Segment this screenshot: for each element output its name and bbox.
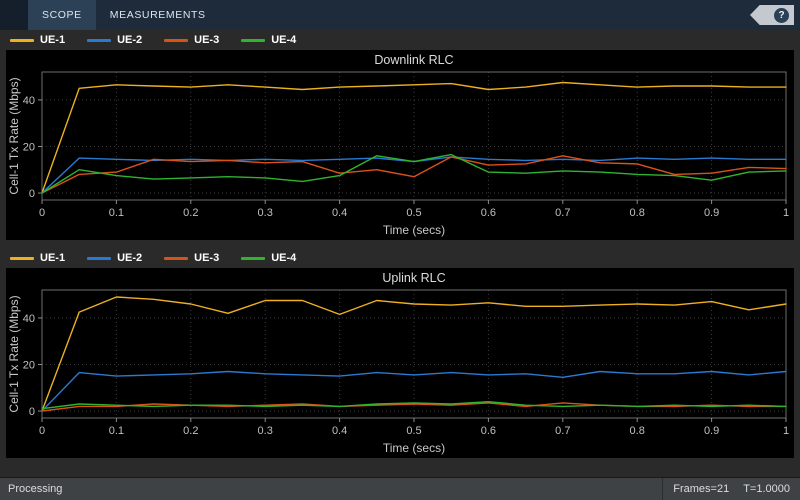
legend-item-ue3[interactable]: UE-3 [164, 252, 219, 264]
y-axis-label: Cell-1 Tx Rate (Mbps) [7, 295, 21, 412]
y-axis-label: Cell-1 Tx Rate (Mbps) [7, 77, 21, 194]
x-tick-label: 0.8 [630, 207, 645, 219]
frames-counter: Frames=21 [673, 483, 730, 495]
legend-item-ue3[interactable]: UE-3 [164, 34, 219, 46]
x-tick-label: 0.4 [332, 425, 347, 437]
series-line-ue-4 [41, 400, 787, 410]
legend-label: UE-3 [194, 34, 220, 46]
x-tick-label: 0.7 [555, 425, 570, 437]
x-tick-label: 1 [783, 425, 789, 437]
x-tick-label: 0.9 [704, 425, 719, 437]
x-tick-label: 0.1 [109, 207, 124, 219]
axis-ticks: 0 0.1 0.2 0.3 0.4 0.5 0.6 0.7 0.8 0.9 1 0 20 40 [23, 313, 789, 437]
grid [41, 290, 787, 418]
legend-swatch-ue3 [164, 38, 189, 42]
x-tick-label: 1 [783, 207, 789, 219]
downlink-chart: 0 0.1 0.2 0.3 0.4 0.5 0.6 0.7 0.8 0.9 1 0 20 40 Downli… [7, 53, 789, 237]
downlink-chart-panel: 0 0.1 0.2 0.3 0.4 0.5 0.6 0.7 0.8 0.9 1 0 20 40 Downli… [6, 50, 794, 240]
legend-item-ue1[interactable]: UE-1 [10, 252, 65, 264]
legend-swatch-ue4 [241, 256, 266, 260]
legend-uplink: UE-1 UE-2 UE-3 UE-4 [10, 250, 296, 266]
legend-label: UE-2 [117, 252, 143, 264]
help-icon: ? [774, 7, 789, 23]
x-tick-label: 0 [39, 207, 45, 219]
x-tick-label: 0.7 [555, 207, 570, 219]
series-line-ue-1 [41, 296, 787, 412]
x-tick-label: 0.5 [406, 207, 421, 219]
legend-label: UE-3 [194, 252, 220, 264]
toolstrip: SCOPE MEASUREMENTS ? [0, 0, 800, 30]
series-line-ue-4 [41, 153, 787, 194]
y-tick-label: 0 [29, 406, 35, 418]
time-counter: T=1.0000 [743, 483, 790, 495]
legend-item-ue2[interactable]: UE-2 [87, 34, 142, 46]
series-line-ue-1 [41, 81, 787, 194]
legend-swatch-ue2 [87, 38, 112, 42]
legend-swatch-ue4 [241, 38, 266, 42]
status-bar: Processing Frames=21 T=1.0000 [0, 477, 800, 500]
x-tick-label: 0.3 [258, 207, 273, 219]
x-tick-label: 0.3 [258, 425, 273, 437]
legend-downlink: UE-1 UE-2 UE-3 UE-4 [10, 32, 296, 48]
x-tick-label: 0.8 [630, 425, 645, 437]
series-line-ue-3 [41, 155, 787, 194]
legend-swatch-ue3 [164, 256, 189, 260]
legend-item-ue4[interactable]: UE-4 [241, 34, 296, 46]
chart-title: Downlink RLC [374, 53, 453, 67]
x-tick-label: 0.5 [406, 425, 421, 437]
x-tick-label: 0.4 [332, 207, 347, 219]
x-axis-label: Time (secs) [383, 223, 445, 237]
uplink-chart: 0 0.1 0.2 0.3 0.4 0.5 0.6 0.7 0.8 0.9 1 0 20 40 Uplink… [7, 271, 789, 455]
y-tick-label: 0 [29, 188, 35, 200]
legend-label: UE-1 [40, 252, 66, 264]
help-button[interactable]: ? [750, 5, 794, 25]
legend-label: UE-2 [117, 34, 143, 46]
legend-swatch-ue1 [10, 38, 34, 42]
legend-item-ue4[interactable]: UE-4 [241, 252, 296, 264]
x-tick-label: 0 [39, 425, 45, 437]
y-tick-label: 40 [23, 313, 35, 325]
x-tick-label: 0.2 [183, 425, 198, 437]
y-tick-label: 40 [23, 95, 35, 107]
series-line-ue-2 [41, 370, 787, 412]
legend-label: UE-4 [271, 252, 297, 264]
status-message: Processing [8, 483, 63, 495]
x-tick-label: 0.2 [183, 207, 198, 219]
y-tick-label: 20 [23, 141, 35, 153]
x-tick-label: 0.1 [109, 425, 124, 437]
legend-item-ue1[interactable]: UE-1 [10, 34, 65, 46]
y-tick-label: 20 [23, 359, 35, 371]
legend-label: UE-1 [40, 34, 66, 46]
toolstrip-corner [0, 0, 28, 30]
x-tick-label: 0.6 [481, 425, 496, 437]
status-counters: Frames=21 T=1.0000 [662, 478, 800, 500]
tab-measurements[interactable]: MEASUREMENTS [109, 9, 206, 21]
x-tick-label: 0.6 [481, 207, 496, 219]
legend-item-ue2[interactable]: UE-2 [87, 252, 142, 264]
tab-scope[interactable]: SCOPE [28, 0, 96, 30]
chart-title: Uplink RLC [382, 271, 445, 285]
axis-ticks: 0 0.1 0.2 0.3 0.4 0.5 0.6 0.7 0.8 0.9 1 0 20 40 [23, 95, 789, 219]
legend-label: UE-4 [271, 34, 297, 46]
x-tick-label: 0.9 [704, 207, 719, 219]
series-line-ue-3 [41, 402, 787, 412]
legend-swatch-ue1 [10, 256, 34, 260]
legend-swatch-ue2 [87, 256, 112, 260]
uplink-chart-panel: 0 0.1 0.2 0.3 0.4 0.5 0.6 0.7 0.8 0.9 1 0 20 40 Uplink… [6, 268, 794, 458]
grid [41, 72, 787, 200]
x-axis-label: Time (secs) [383, 441, 445, 455]
